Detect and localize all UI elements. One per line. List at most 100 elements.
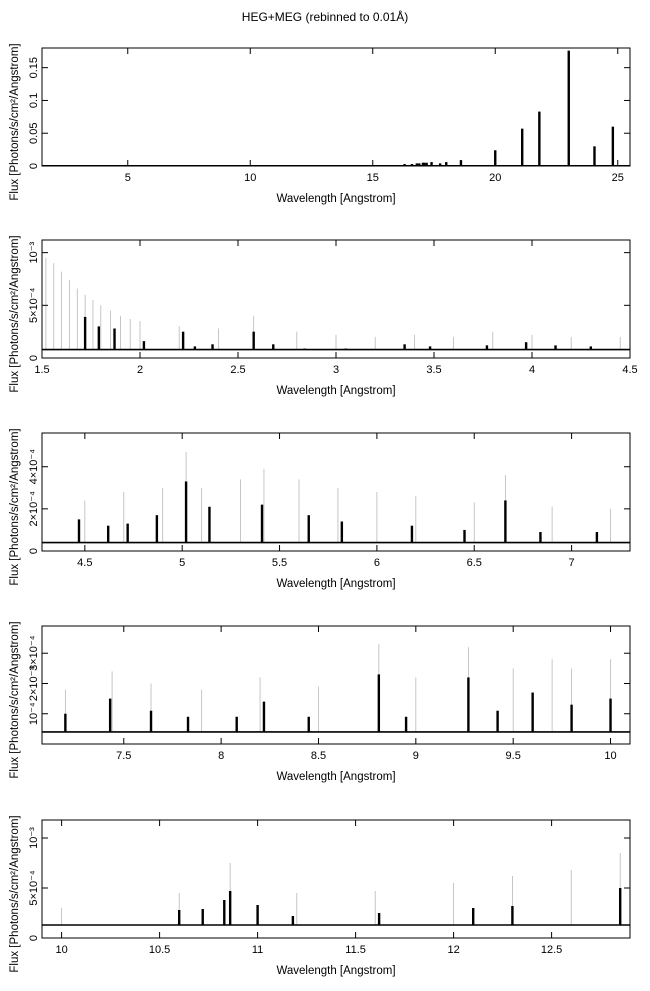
spectral-line (494, 150, 497, 166)
spectral-line (485, 345, 489, 350)
spectral-line (403, 344, 406, 350)
spectrum-panel-2: 1.5 2 2.5 3 3.5 4 4.5 0 5×10⁻⁴ 10⁻³ Wavelength [An… (9, 235, 638, 397)
x-tick-label: 7.5 (116, 750, 131, 762)
x-tick-label: 4.5 (77, 557, 92, 569)
x-tick-label: 10 (604, 750, 616, 762)
spectral-line (149, 710, 153, 732)
y-axis-label: Flux [Photons/s/cm²/Angstrom] (9, 43, 21, 200)
y-tick-label: 0 (28, 355, 40, 361)
spectral-line (184, 481, 188, 543)
spectral-line (538, 111, 541, 166)
y-tick-label: 10⁻⁴ (28, 702, 40, 725)
spectral-line (430, 162, 433, 166)
spectral-line (228, 891, 232, 925)
spectral-line (307, 716, 310, 732)
spectral-line (403, 164, 406, 166)
spectral-line (208, 506, 211, 543)
y-tick-label: 2×10⁻⁴ (28, 666, 40, 702)
y-tick-label: 4×10⁻⁴ (28, 449, 40, 485)
spectral-line (511, 906, 514, 925)
spectral-line (97, 326, 101, 350)
y-axis-label: Flux [Photons/s/cm²/Angstrom] (9, 621, 21, 778)
spectral-line (593, 146, 596, 166)
x-tick-label: 5.5 (272, 557, 287, 569)
y-axis-label: Flux [Photons/s/cm²/Angstrom] (9, 428, 21, 585)
spectral-line (193, 346, 197, 350)
spectral-line (539, 532, 542, 543)
x-tick-label: 5 (125, 172, 131, 184)
x-tick-label: 10.5 (149, 944, 170, 956)
x-tick-label: 6.5 (467, 557, 482, 569)
spectral-line (178, 910, 181, 925)
x-tick-label: 6 (374, 557, 380, 569)
spectral-line (554, 345, 557, 350)
spectral-line (307, 515, 310, 543)
spectral-line (567, 50, 570, 166)
spectral-line (106, 525, 110, 543)
spectral-line (256, 905, 259, 925)
y-tick-label: 10⁻³ (28, 241, 40, 263)
x-tick-label: 9 (413, 750, 419, 762)
x-tick-label: 12 (447, 944, 459, 956)
y-axis-label: Flux [Photons/s/cm²/Angstrom] (9, 815, 21, 972)
x-axis-label: Wavelength [Angstrom] (276, 193, 395, 205)
spectral-line (611, 126, 615, 166)
spectral-line (521, 128, 524, 166)
spectral-line (415, 163, 419, 166)
x-tick-label: 7 (569, 557, 575, 569)
x-axis-label: Wavelength [Angstrom] (276, 385, 395, 397)
y-tick-label: 0.15 (28, 57, 40, 78)
x-tick-label: 2 (137, 364, 143, 376)
x-tick-label: 11 (252, 944, 263, 956)
spectral-line (211, 344, 214, 350)
spectrum-panel-3: 4.5 5 5.5 6 6.5 7 0 2×10⁻⁴ 4×10⁻⁴ Wavelength [Ang… (9, 428, 631, 590)
spectral-line (186, 716, 190, 732)
spectrum-panel-1: 5 10 15 20 25 0 0.05 0.1 0.15 Wavelength [Angstro… (9, 43, 631, 205)
spectral-line (445, 162, 448, 166)
spectral-line (262, 701, 266, 732)
y-tick-label: 5×10⁻⁴ (28, 287, 40, 323)
y-tick-label: 0.1 (28, 93, 40, 108)
x-tick-label: 8 (218, 750, 224, 762)
x-tick-label: 8.5 (311, 750, 326, 762)
spectral-line (344, 348, 347, 350)
y-tick-label: 3×10⁻⁴ (28, 635, 40, 671)
x-tick-label: 1.5 (34, 364, 49, 376)
x-tick-label: 2.5 (230, 364, 245, 376)
spectral-line (589, 346, 592, 350)
spectral-line (524, 342, 528, 350)
x-tick-label: 3.5 (426, 364, 441, 376)
x-axis-label: Wavelength [Angstrom] (276, 965, 395, 977)
figure-title: HEG+MEG (rebinned to 0.01Å) (241, 10, 409, 24)
y-tick-label: 10⁻³ (28, 827, 40, 849)
y-tick-label: 0.05 (28, 123, 40, 144)
y-axis-label: Flux [Photons/s/cm²/Angstrom] (9, 235, 21, 392)
spectral-line (252, 331, 255, 350)
x-tick-label: 11.5 (345, 944, 366, 956)
spectral-line (609, 698, 612, 732)
spectral-line (421, 162, 425, 166)
spectral-line (126, 523, 129, 543)
spectral-line (260, 504, 264, 543)
spectral-line (459, 160, 463, 166)
plot-frame (41, 47, 631, 167)
spectral-line (113, 328, 116, 350)
spectral-line (108, 698, 112, 732)
spectral-line (423, 162, 426, 166)
spectral-line (496, 710, 499, 732)
spectral-line (463, 529, 466, 543)
spectral-line (377, 913, 381, 925)
x-tick-label: 4.5 (622, 364, 637, 376)
x-tick-label: 5 (179, 557, 185, 569)
spectral-line (340, 521, 344, 543)
spectral-line (467, 677, 470, 732)
spectrum-panel-4: 7.5 8 8.5 9 9.5 10 10⁻⁴2×10⁻⁴3×10⁻⁴ Wavelength … (9, 621, 631, 783)
y-tick-label: 5×10⁻⁴ (28, 870, 40, 906)
spectral-line (142, 341, 146, 350)
spectral-line (223, 900, 226, 925)
x-tick-label: 10 (55, 944, 67, 956)
x-tick-label: 4 (529, 364, 535, 376)
spectral-line (77, 519, 81, 543)
spectral-line (303, 348, 306, 350)
spectral-line (291, 916, 295, 925)
